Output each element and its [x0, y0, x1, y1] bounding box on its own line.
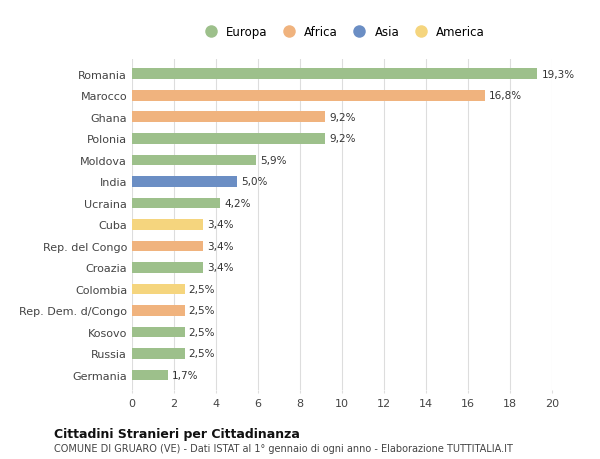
Text: 5,9%: 5,9% [260, 156, 287, 166]
Bar [132, 370, 168, 381]
Text: 3,4%: 3,4% [208, 241, 234, 252]
Bar [132, 198, 220, 209]
Text: 2,5%: 2,5% [188, 349, 215, 358]
Text: 1,7%: 1,7% [172, 370, 199, 380]
Bar [132, 155, 256, 166]
Legend: Europa, Africa, Asia, America: Europa, Africa, Asia, America [199, 26, 485, 39]
Bar [132, 219, 203, 230]
Bar [132, 263, 203, 273]
Text: 3,4%: 3,4% [208, 263, 234, 273]
Bar [132, 327, 185, 337]
Text: 5,0%: 5,0% [241, 177, 268, 187]
Text: 16,8%: 16,8% [489, 91, 522, 101]
Bar [132, 348, 185, 359]
Bar [132, 112, 325, 123]
Bar [132, 91, 485, 101]
Text: 9,2%: 9,2% [329, 134, 356, 144]
Bar [132, 134, 325, 145]
Text: 2,5%: 2,5% [188, 306, 215, 316]
Bar [132, 241, 203, 252]
Text: 4,2%: 4,2% [224, 198, 251, 208]
Text: 19,3%: 19,3% [542, 70, 575, 80]
Bar [132, 305, 185, 316]
Text: 3,4%: 3,4% [208, 220, 234, 230]
Text: 9,2%: 9,2% [329, 112, 356, 123]
Bar [132, 69, 538, 80]
Bar [132, 177, 237, 187]
Text: COMUNE DI GRUARO (VE) - Dati ISTAT al 1° gennaio di ogni anno - Elaborazione TUT: COMUNE DI GRUARO (VE) - Dati ISTAT al 1°… [54, 443, 513, 453]
Text: Cittadini Stranieri per Cittadinanza: Cittadini Stranieri per Cittadinanza [54, 427, 300, 440]
Bar [132, 284, 185, 295]
Text: 2,5%: 2,5% [188, 284, 215, 294]
Text: 2,5%: 2,5% [188, 327, 215, 337]
